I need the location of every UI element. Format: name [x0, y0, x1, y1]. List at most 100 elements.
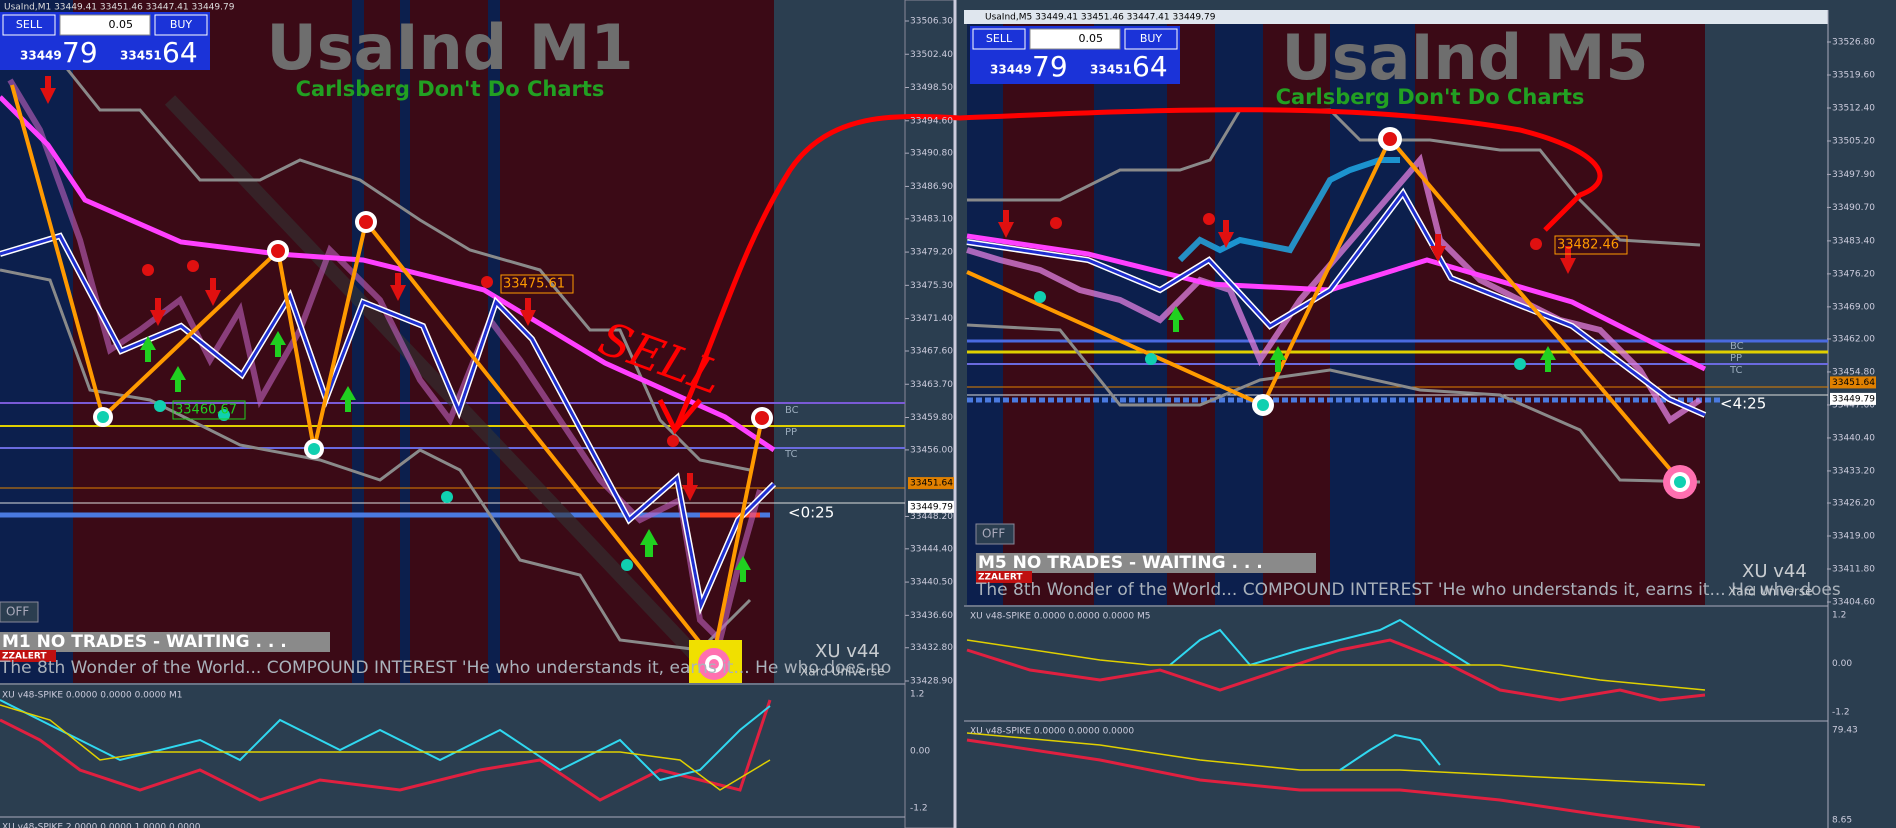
moving-average: [0, 95, 776, 453]
off-label[interactable]: OFF: [6, 605, 29, 619]
slogan: Carlsberg Don't Do Charts: [1276, 85, 1585, 109]
lot-value[interactable]: 0.05: [1079, 32, 1104, 45]
symbol-title: UsaInd M5: [1281, 21, 1648, 94]
price-axis-label: 33440.50: [910, 578, 953, 588]
buy-label[interactable]: BUY: [1140, 32, 1163, 45]
lot-input[interactable]: [59, 14, 151, 36]
ticker: The 8th Wonder of the World... COMPOUND …: [0, 658, 891, 678]
oscillator: [966, 639, 1706, 691]
status: M5 NO TRADES - WAITING . . .: [978, 553, 1263, 573]
brand-sub: Xard Universe: [1728, 585, 1813, 599]
price-tag: 33451.64: [1832, 378, 1875, 388]
indicator-axis-label: 1.2: [910, 690, 924, 700]
ask-big: 64: [1132, 50, 1168, 83]
symbol-title: UsaInd M1: [266, 11, 633, 84]
price-tag: 33449.79: [1832, 394, 1875, 404]
price-bars: [1177, 157, 1400, 263]
price-tag: 33449.79: [910, 502, 953, 512]
session-stripe: [1263, 24, 1330, 605]
price-axis-label: 33512.40: [1832, 103, 1875, 113]
indicator-axis-label: 1.2: [1832, 611, 1846, 621]
off-label[interactable]: OFF: [982, 527, 1005, 541]
indicator-axis-label: -1.2: [1832, 708, 1850, 718]
price-label-box: [500, 274, 574, 294]
oscillator: [966, 738, 1701, 828]
price-axis-label: 33506.30: [910, 17, 953, 27]
alert: ZZALERT: [978, 573, 1023, 583]
bid-main: 33449: [990, 63, 1032, 77]
price-tag: 33451.64: [910, 479, 953, 489]
off-button[interactable]: [0, 601, 39, 623]
price-axis-label: 33419.00: [1832, 532, 1875, 542]
title-bar-bg: [964, 10, 1828, 24]
price-axis-label: 33467.60: [910, 347, 953, 357]
bid-big: 79: [1032, 50, 1068, 83]
indicator-label: XU v48-SPIKE 0.0000 0.0000 0.0000 M5: [970, 612, 1150, 622]
ask-main: 33451: [120, 49, 162, 63]
indicator-label: XU v48-SPIKE 2.0000 0.0000 1.0000 0.0000: [2, 823, 201, 828]
status: M1 NO TRADES - WAITING . . .: [2, 632, 287, 652]
price-axis-label: 33498.50: [910, 83, 953, 93]
price-tag-bg: [1830, 376, 1876, 389]
price-axis-label: 33404.60: [1832, 598, 1875, 608]
price-label-box: [172, 400, 246, 420]
indicator-axis-label: 0.00: [1832, 659, 1852, 669]
lot-input[interactable]: [1029, 28, 1121, 50]
price-axis-label: 33471.40: [910, 314, 953, 324]
price-axis-label: 33411.80: [1832, 565, 1875, 575]
ask-big: 64: [162, 36, 198, 69]
indicator-axis-label: 8.65: [1832, 816, 1852, 826]
session-stripe: [488, 0, 500, 683]
session-stripe: [967, 24, 1003, 605]
price-bars: [966, 153, 1702, 425]
title-bar: UsaInd,M1 33449.41 33451.46 33447.41 334…: [4, 3, 235, 13]
title-bar: UsaInd,M5 33449.41 33451.46 33447.41 334…: [985, 13, 1216, 23]
price-axis-label: 33444.40: [910, 544, 953, 554]
session-stripe: [1330, 24, 1415, 605]
lot-value[interactable]: 0.05: [109, 18, 134, 31]
alert-bg: [976, 571, 1032, 583]
price-axis-label: 33469.00: [1832, 302, 1875, 312]
price-axis-label: 33497.90: [1832, 170, 1875, 180]
sell-label[interactable]: SELL: [16, 18, 43, 31]
channel: [967, 108, 1701, 247]
indicator-label: XU v48-SPIKE 0.0000 0.0000 0.0000 M1: [2, 691, 182, 701]
price-label: 33460.67: [175, 403, 237, 418]
price-axis-label: 33447.60: [1832, 400, 1875, 410]
buy-button[interactable]: [1124, 28, 1178, 50]
sell-button[interactable]: [972, 28, 1026, 50]
price-axis-label: 33428.90: [910, 677, 953, 687]
brand-sub: Xard Universe: [800, 665, 885, 679]
alert: ZZALERT: [2, 652, 47, 662]
price-axis-label: 33459.80: [910, 413, 953, 423]
price-axis-label: 33494.60: [910, 116, 953, 126]
swing-markers: [40, 76, 773, 683]
sell-label[interactable]: SELL: [986, 32, 1013, 45]
zigzag: [101, 249, 280, 419]
price-axis-label: 33490.80: [910, 149, 953, 159]
price-axis-label: 33433.20: [1832, 466, 1875, 476]
pivot-label: TC: [1729, 365, 1743, 376]
brand: XU v44: [815, 641, 880, 662]
price-tag-bg: [908, 477, 954, 490]
price-axis-label: 33463.70: [910, 380, 953, 390]
indicator-axis-label: 79.43: [1832, 726, 1858, 736]
price-axis: [904, 0, 956, 828]
price-axis-label: 33475.30: [910, 281, 953, 291]
off-button[interactable]: [975, 523, 1015, 545]
slogan: Carlsberg Don't Do Charts: [296, 77, 605, 101]
session-stripe: [352, 0, 364, 683]
buy-label[interactable]: BUY: [170, 18, 193, 31]
session-stripe: [0, 0, 73, 683]
price-label: 33475.61: [503, 277, 565, 292]
oscillator: [0, 699, 772, 802]
buy-button[interactable]: [154, 14, 208, 36]
price-axis-label: 33456.00: [910, 445, 953, 455]
sell-button[interactable]: [2, 14, 56, 36]
bid-main: 33449: [20, 49, 62, 63]
brand: XU v44: [1742, 561, 1807, 582]
price-axis-label: 33436.60: [910, 611, 953, 621]
hand-drawn-arrow: [672, 107, 1603, 432]
pivot-label: PP: [785, 427, 797, 438]
